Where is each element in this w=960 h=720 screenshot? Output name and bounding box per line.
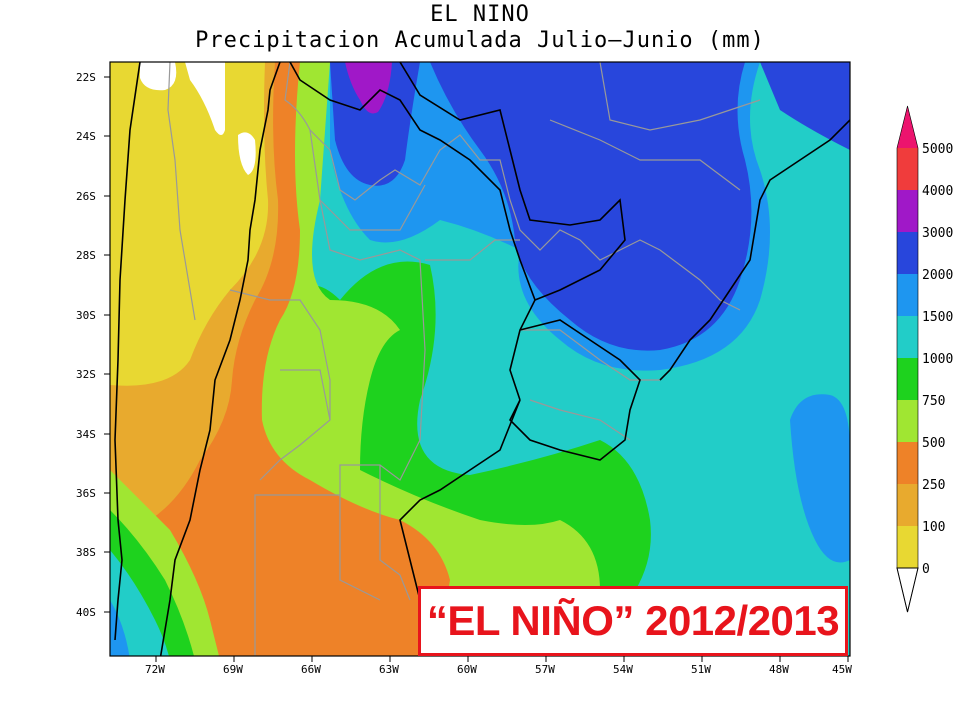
legend-swatch-4000-5000 [897,148,918,190]
lon-tick-label: 45W [832,663,852,676]
province-boundary [339,495,381,601]
lon-tick-label: 57W [535,663,555,676]
legend-swatch-750-1000 [897,358,918,400]
legend-label: 500 [922,436,945,451]
province-boundary [379,465,411,601]
field-1500 [110,550,169,656]
field-4000 [345,62,392,114]
field-100 [110,62,269,386]
field-3000 [330,62,420,186]
department-boundary [529,399,631,441]
lat-tick-label: 38S [76,546,96,559]
province-boundary [254,129,426,656]
legend-swatch-500-750 [897,400,918,442]
legend-swatch-0-100 [897,526,918,568]
field-3000 [760,62,850,150]
field-0 [238,132,256,175]
field-2000 [790,394,850,563]
lon-tick-label: 51W [691,663,711,676]
field-2000 [110,600,130,656]
map-frame [109,61,851,657]
legend-label: 1500 [922,310,953,325]
lat-tick-label: 22S [76,71,96,84]
field-3000 [430,62,752,351]
legend-label: 250 [922,478,945,493]
state-boundary [599,62,761,131]
province-boundary [425,239,520,261]
lat-tick-label: 26S [76,190,96,203]
legend-label: 2000 [922,268,953,283]
legend-swatch-1500-2000 [897,274,918,316]
el-nino-banner: “EL NIÑO” 2012/2013 [418,586,848,656]
lon-tick-label: 72W [145,663,165,676]
legend-label: 5000 [922,142,953,157]
lat-tick-label: 40S [76,606,96,619]
legend-label: 0 [922,562,930,577]
lat-tick-label: 36S [76,487,96,500]
legend-label: 750 [922,394,945,409]
lat-tick-label: 32S [76,368,96,381]
legend-outline [896,105,919,613]
legend-swatch-2000-3000 [897,232,918,274]
lon-tick-label: 66W [301,663,321,676]
province-boundary [229,289,331,481]
political-boundaries [114,62,850,656]
legend-label: 3000 [922,226,953,241]
brazil-coastline [659,119,850,381]
lat-tick-label: 28S [76,249,96,262]
lon-tick-label: 54W [613,663,633,676]
legend-label: 4000 [922,184,953,199]
legend-swatch-max [897,106,918,148]
axis-ticks [104,76,849,662]
province-boundary [280,369,331,421]
field-0 [140,62,177,91]
map-subtitle: Precipitacion Acumulada Julio–Junio (mm) [195,28,765,53]
legend-swatch-100-250 [897,484,918,526]
legend-swatch-1000-1500 [897,316,918,358]
region-boundary [167,62,196,321]
legend-swatch-min [896,567,919,613]
legend-swatch-3000-4000 [897,190,918,232]
chile-argentina-border [159,62,281,656]
lat-tick-label: 34S [76,428,96,441]
legend-swatch-250-500 [897,442,918,484]
argentina-border [289,62,536,401]
province-boundary [319,184,426,231]
state-boundary [284,62,741,311]
lon-tick-label: 63W [379,663,399,676]
legend-label: 1000 [922,352,953,367]
paraguay-border [399,62,626,301]
color-legend: 5000 4000 3000 2000 1500 1000 750 500 25… [896,105,953,613]
precipitation-field [110,62,850,656]
lat-tick-label: 30S [76,309,96,322]
lon-tick-label: 48W [769,663,789,676]
state-boundary [549,119,741,191]
lon-tick-label: 60W [457,663,477,676]
map-title: EL NINO [430,2,530,27]
pacific-coastline [114,62,141,641]
uruguay-border [509,319,641,461]
lat-tick-label: 24S [76,130,96,143]
legend-label: 100 [922,520,945,535]
lon-tick-label: 69W [223,663,243,676]
field-0 [185,62,225,135]
